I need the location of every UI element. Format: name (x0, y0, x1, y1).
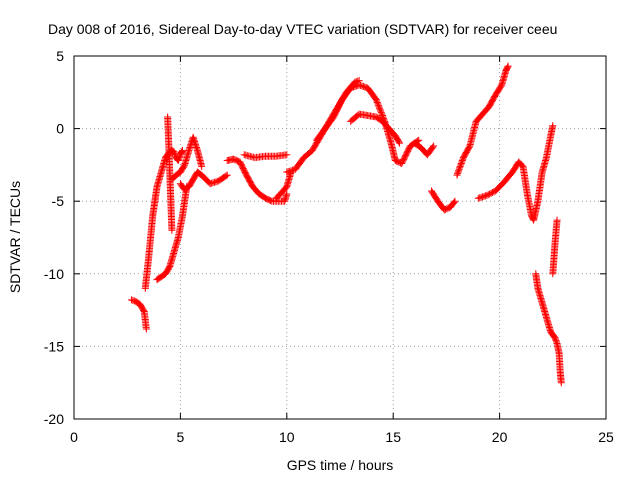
data-point (465, 143, 473, 151)
data-point (375, 103, 383, 111)
data-point (484, 191, 492, 199)
data-point (142, 325, 150, 333)
data-series-seg12 (347, 110, 404, 147)
y-tick-label: -20 (44, 411, 64, 427)
data-series-seg6 (176, 168, 231, 194)
data-point (458, 157, 466, 165)
data-series-seg15 (453, 62, 512, 179)
data-point (455, 165, 463, 173)
data-point (458, 158, 466, 166)
data-point (179, 146, 187, 154)
data-point (396, 139, 404, 147)
plot-frame (73, 55, 607, 420)
x-tick-label: 15 (385, 429, 401, 445)
data-point (171, 149, 179, 157)
data-point (223, 171, 231, 179)
data-point (175, 155, 183, 163)
data-point (553, 338, 561, 346)
data-point (373, 98, 381, 106)
data-point (487, 189, 495, 197)
y-tick-label: -15 (44, 338, 64, 354)
data-point (552, 337, 560, 345)
data-point (450, 198, 458, 206)
data-point (395, 138, 403, 146)
data-point (378, 110, 386, 118)
x-tick-label: 5 (177, 429, 185, 445)
data-point (489, 188, 497, 196)
x-tick-label: 0 (70, 429, 78, 445)
data-point (483, 191, 491, 199)
chart-title: Day 008 of 2016, Sidereal Day-to-day VTE… (48, 21, 557, 37)
data-series-seg7 (223, 155, 291, 205)
data-point (557, 379, 565, 387)
data-point (430, 142, 438, 150)
data-point (454, 168, 462, 176)
data-series-seg13 (410, 139, 438, 159)
y-tick-label: 0 (56, 121, 64, 137)
data-point (374, 100, 382, 108)
data-point (174, 157, 182, 165)
data-point (451, 197, 459, 205)
data-point (453, 171, 461, 179)
data-point (175, 154, 183, 162)
data-point (168, 226, 176, 234)
data-series-seg1 (127, 296, 150, 333)
data-series-seg14 (428, 187, 459, 214)
data-series-seg18 (549, 216, 561, 278)
data-point (551, 334, 559, 342)
data-point (553, 216, 561, 224)
data-series-seg3 (153, 183, 191, 284)
data-point (455, 167, 463, 175)
data-point (456, 162, 464, 170)
data-series-seg10 (283, 77, 363, 176)
y-tick-label: -10 (44, 266, 64, 282)
data-point (454, 170, 462, 178)
data-series-seg17 (532, 270, 565, 387)
data-point (504, 62, 512, 70)
x-axis-label: GPS time / hours (287, 457, 394, 473)
data-series-seg11 (313, 81, 423, 167)
data-point (373, 97, 381, 105)
x-tick-label: 10 (279, 429, 295, 445)
data-point (549, 122, 557, 130)
data-point (178, 147, 186, 155)
data-point (198, 162, 206, 170)
y-axis-label: SDTVAR / TECUs (7, 181, 23, 293)
data-point (456, 164, 464, 172)
data-point (376, 104, 384, 112)
data-point (283, 190, 291, 198)
x-tick-label: 20 (492, 429, 508, 445)
data-point (504, 63, 512, 71)
data-point (376, 106, 384, 114)
data-point (222, 172, 230, 180)
axis-ticks: 0 5 10 15 20 25 -20 -15 -10 -5 0 5 (44, 48, 614, 445)
data-series-seg8 (240, 151, 291, 162)
data-point (267, 197, 275, 205)
data-series-seg4 (164, 113, 176, 234)
data-series-seg16 (474, 122, 557, 224)
data-point (457, 159, 465, 167)
data-point (374, 101, 382, 109)
data-point (377, 107, 385, 115)
data-point (457, 161, 465, 169)
data-points (127, 62, 565, 387)
data-series-seg2 (141, 146, 187, 292)
data-point (377, 109, 385, 117)
y-tick-label: 5 (56, 48, 64, 64)
data-point (486, 190, 494, 198)
data-point (283, 151, 291, 159)
data-series-seg5 (168, 133, 206, 183)
y-tick-label: -5 (52, 193, 65, 209)
data-point (429, 143, 437, 151)
x-tick-label: 25 (598, 429, 614, 445)
data-point (551, 335, 559, 343)
data-point (372, 96, 380, 104)
